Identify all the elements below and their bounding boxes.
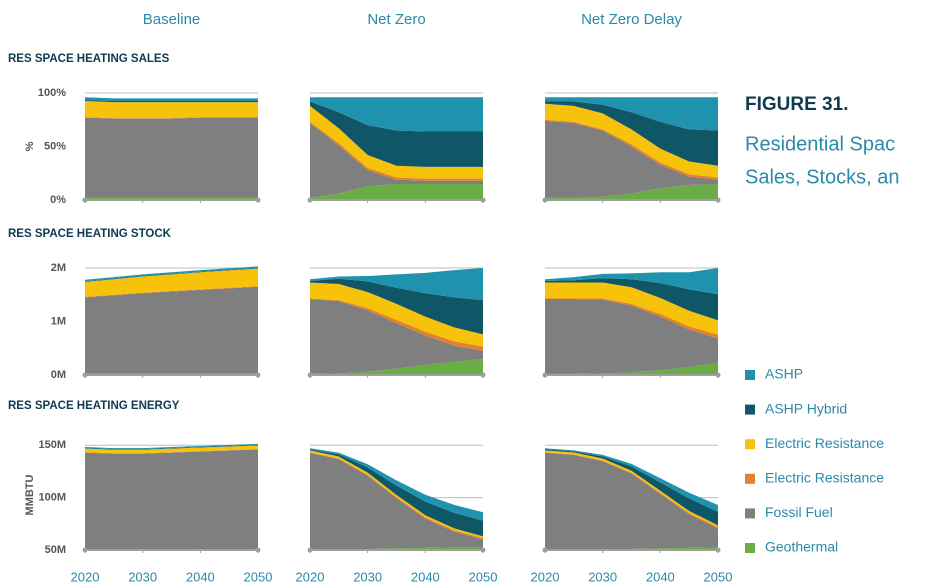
row-title: RES SPACE HEATING ENERGY: [8, 400, 180, 412]
y-tick-label: 150M: [38, 439, 66, 451]
area: [310, 282, 483, 347]
legend-label: Fossil Fuel: [765, 504, 833, 520]
area: [310, 122, 483, 198]
area: [85, 268, 258, 297]
area: [310, 183, 483, 200]
area: [545, 278, 718, 321]
area: [85, 117, 258, 198]
legend-label: ASHP Hybrid: [765, 400, 847, 416]
row-title: RES SPACE HEATING SALES: [8, 53, 170, 65]
area: [310, 358, 483, 375]
area: [310, 452, 483, 550]
legend-swatch: [745, 508, 755, 519]
area: [310, 449, 483, 537]
area: [545, 101, 718, 166]
area: [310, 97, 483, 132]
legend-swatch: [745, 473, 755, 484]
x-tick-label: 2050: [704, 569, 733, 584]
area: [85, 117, 258, 119]
x-tick-label: 2040: [411, 569, 440, 584]
x-tick-label: 2040: [186, 569, 215, 584]
row-title: RES SPACE HEATING STOCK: [8, 228, 172, 240]
area: [310, 105, 483, 179]
y-tick-label: 0%: [50, 194, 66, 206]
y-tick-label: 0M: [51, 369, 66, 381]
area: [545, 103, 718, 178]
area: [545, 299, 718, 374]
area: [85, 449, 258, 549]
area: [85, 266, 258, 282]
legend-label: Electric Resistance: [765, 470, 884, 486]
area: [310, 298, 483, 351]
figure-subtitle: Sales, Stocks, an: [745, 166, 900, 188]
column-title: Net Zero Delay: [581, 11, 682, 28]
x-tick-label: 2020: [71, 569, 100, 584]
x-tick-label: 2030: [353, 569, 382, 584]
area: [545, 120, 718, 198]
area: [85, 101, 258, 119]
area: [85, 444, 258, 450]
legend-swatch: [745, 439, 755, 450]
area: [85, 286, 258, 374]
area: [310, 448, 483, 521]
area: [85, 268, 258, 282]
legend-swatch: [745, 370, 755, 380]
y-tick-label: 100%: [38, 87, 66, 99]
area: [310, 268, 483, 301]
column-title: Net Zero: [367, 11, 425, 28]
area: [310, 101, 483, 167]
figure-subtitle: Residential Spac: [745, 133, 895, 155]
area: [310, 278, 483, 335]
x-tick-label: 2040: [646, 569, 675, 584]
legend-label: Geothermal: [765, 539, 838, 555]
area: [545, 97, 718, 131]
area: [545, 183, 718, 200]
area: [85, 445, 258, 454]
y-axis-label: MMBTU: [24, 474, 36, 515]
figure-title: FIGURE 31.: [745, 94, 848, 115]
x-tick-label: 2030: [128, 569, 157, 584]
column-title: Baseline: [143, 11, 201, 28]
area: [85, 97, 258, 102]
area: [310, 299, 483, 374]
area: [545, 282, 718, 335]
area: [545, 268, 718, 295]
area: [85, 449, 258, 454]
y-tick-label: 50M: [45, 544, 66, 556]
x-tick-label: 2020: [531, 569, 560, 584]
area: [85, 286, 258, 298]
legend-label: ASHP: [765, 366, 803, 382]
x-tick-label: 2050: [469, 569, 498, 584]
y-axis-label: %: [24, 141, 36, 151]
area: [85, 443, 258, 450]
legend-swatch: [745, 404, 755, 415]
x-tick-label: 2050: [244, 569, 273, 584]
area: [545, 362, 718, 375]
y-tick-label: 1M: [51, 315, 66, 327]
legend-label: Electric Resistance: [765, 435, 884, 451]
legend-swatch: [745, 543, 755, 553]
y-tick-label: 100M: [38, 492, 66, 504]
area: [545, 452, 718, 550]
y-tick-label: 50%: [44, 140, 66, 152]
y-tick-label: 2M: [51, 262, 66, 274]
x-tick-label: 2030: [588, 569, 617, 584]
x-tick-label: 2020: [296, 569, 325, 584]
